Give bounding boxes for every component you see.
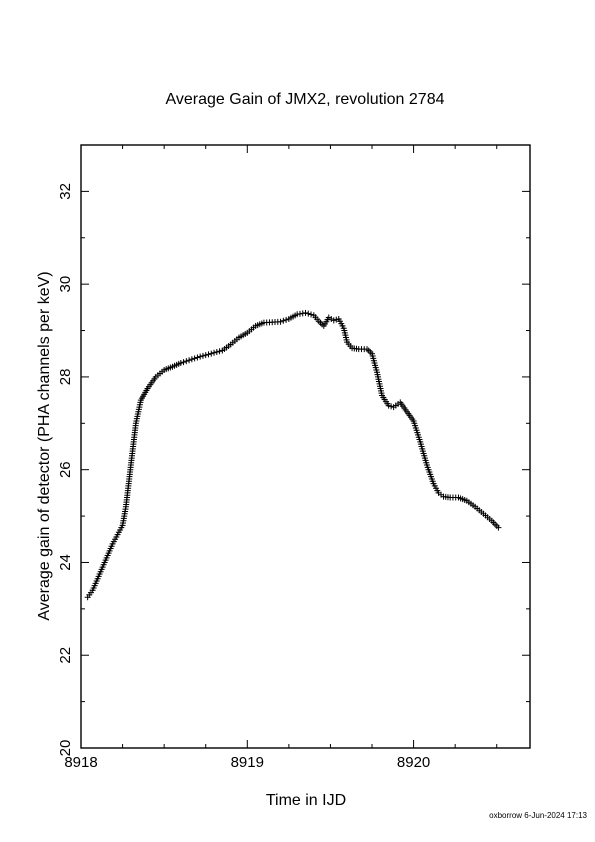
data-point-marker [211, 349, 218, 356]
data-point-marker [213, 349, 220, 356]
data-point-marker [205, 351, 212, 358]
y-tick-label: 32 [57, 183, 74, 200]
data-point-marker [191, 355, 198, 362]
data-point-marker [302, 309, 309, 316]
x-tick-label: 8918 [64, 754, 97, 771]
data-point-marker [197, 353, 204, 360]
x-tick-label: 8920 [397, 754, 430, 771]
y-tick-label: 28 [57, 369, 74, 386]
data-point-marker [199, 352, 206, 359]
y-tick-label: 22 [57, 647, 74, 664]
plot-frame [80, 144, 531, 749]
y-tick-label: 26 [57, 461, 74, 478]
data-points [84, 309, 502, 601]
data-point-marker [202, 352, 209, 359]
data-point-marker [216, 348, 223, 355]
data-point-marker [208, 350, 215, 357]
data-point-marker [180, 359, 187, 366]
data-point-marker [308, 311, 315, 318]
y-tick-label: 30 [57, 276, 74, 293]
chart-title: Average Gain of JMX2, revolution 2784 [166, 91, 445, 108]
axis-ticks [80, 144, 530, 749]
data-point-marker [277, 318, 284, 325]
data-point-marker [183, 358, 190, 365]
data-point-marker [495, 524, 502, 531]
x-tick-label: 8919 [231, 754, 264, 771]
data-point-marker [305, 310, 312, 317]
x-axis-label: Time in IJD [266, 792, 346, 809]
footer-stamp: oxborrow 6-Jun-2024 17:13 [489, 811, 587, 820]
y-tick-label: 20 [57, 740, 74, 757]
y-tick-label: 24 [57, 554, 74, 571]
data-point-marker [194, 354, 201, 361]
x-tick-labels: 8918 8919 8920 [64, 754, 430, 771]
data-point-marker [283, 316, 290, 323]
data-point-marker [177, 360, 184, 367]
y-axis-label: Average gain of detector (PHA channels p… [36, 271, 53, 620]
y-tick-labels: 20 22 24 26 28 30 32 [57, 183, 74, 756]
data-point-marker [188, 356, 195, 363]
data-point-marker [280, 317, 287, 324]
data-point-marker [186, 357, 193, 364]
